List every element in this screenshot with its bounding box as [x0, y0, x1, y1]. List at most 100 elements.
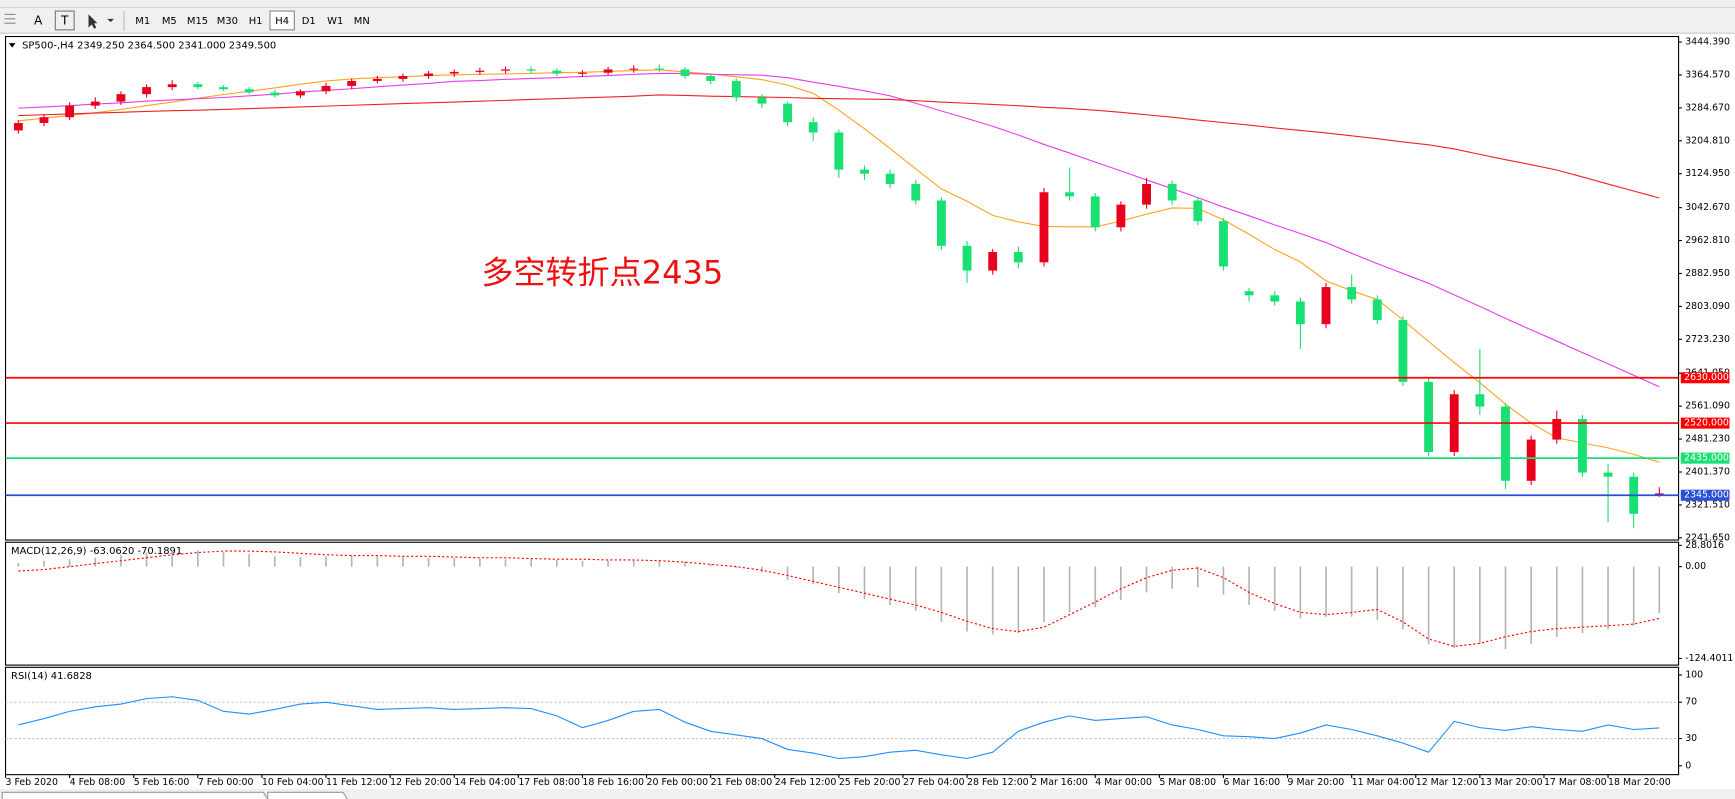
candle-body: [1090, 196, 1100, 228]
toolbar: A T M1 M5 M15 M30 H1 H4 D1 W1 MN: [0, 0, 1735, 34]
timeframe-button[interactable]: [183, 11, 212, 30]
timeframe-label: M1: [135, 16, 150, 27]
tool-label: T: [60, 14, 69, 28]
y-tick-label: 3444.390: [1685, 37, 1730, 48]
y-tick-label: 0.00: [1685, 561, 1706, 572]
y-tick-label: 2241.650: [1685, 532, 1730, 543]
candle-body: [295, 91, 305, 96]
candle-body: [526, 69, 536, 71]
y-tick-label: 30: [1685, 733, 1697, 744]
panel-title: SP500-,H4 2349.250 2364.500 2341.000 234…: [22, 40, 276, 51]
tool-button[interactable]: [28, 11, 48, 30]
panel-title: MACD(12,26,9) -63.0620 -70.1891: [11, 546, 182, 557]
y-tick-label: 28.8016: [1685, 540, 1724, 551]
y-tick-label: 2962.810: [1685, 235, 1730, 246]
level-label: 2345.000: [1684, 490, 1729, 501]
candle-body: [603, 69, 613, 73]
x-tick-label: 20 Feb 00:00: [647, 777, 709, 788]
candle-body: [347, 80, 357, 86]
candle-body: [1065, 192, 1075, 197]
timeframe-button[interactable]: [213, 11, 242, 30]
candle-body: [219, 87, 228, 90]
y-tick-label: 2401.370: [1685, 466, 1730, 477]
grip-icon: [4, 13, 16, 24]
candle-body: [936, 200, 946, 246]
x-tick-label: 14 Feb 04:00: [454, 777, 516, 788]
candle-body: [1116, 204, 1126, 228]
candle-body: [885, 173, 895, 185]
level-label: 2520.000: [1684, 418, 1729, 429]
candle-body: [193, 84, 203, 88]
candle-body: [1167, 184, 1177, 201]
toolbar-top-row: [0, 0, 1735, 8]
x-tick-label: 11 Mar 04:00: [1352, 777, 1415, 788]
candle-body: [1244, 291, 1254, 296]
main-panel-frame: [4, 35, 1680, 541]
candle-body: [1039, 192, 1049, 263]
timeframe-label: MN: [354, 16, 370, 27]
level-label-box: [1680, 489, 1730, 501]
cursor-icon[interactable]: [88, 14, 98, 29]
candle-body: [1526, 439, 1536, 481]
dropdown-arrow[interactable]: [107, 18, 114, 23]
tab-bar: [0, 789, 1735, 799]
candle-body: [1193, 200, 1203, 222]
timeframe-button[interactable]: [349, 11, 374, 30]
x-tick-label: 18 Mar 20:00: [1608, 777, 1671, 788]
x-tick-label: 12 Mar 12:00: [1416, 777, 1479, 788]
timeframe-label: M15: [187, 16, 208, 27]
timeframe-button[interactable]: [296, 11, 321, 30]
candle-body: [1654, 493, 1664, 495]
candle-body: [834, 132, 844, 170]
candle-body: [475, 70, 485, 72]
y-tick-label: 2723.230: [1685, 334, 1730, 345]
candle-body: [962, 245, 972, 271]
indicator-line: [18, 550, 1660, 647]
candle-body: [90, 101, 100, 106]
chart-menu-marker[interactable]: [8, 43, 16, 48]
x-tick-label: 12 Feb 20:00: [390, 777, 452, 788]
tool-label: A: [34, 14, 43, 28]
timeframe-label: H4: [275, 16, 289, 27]
level-label-box: [1680, 417, 1730, 429]
candle-body: [1603, 472, 1613, 477]
chart-tab[interactable]: [267, 791, 348, 799]
timeframe-label: M30: [217, 16, 238, 27]
x-tick-label: 17 Mar 08:00: [1544, 777, 1607, 788]
candle-body: [654, 68, 664, 70]
tool-button[interactable]: [54, 10, 75, 31]
level-label: 2435.000: [1684, 453, 1729, 464]
timeframe-button[interactable]: [243, 11, 268, 30]
candle-body: [783, 103, 792, 123]
candle-body: [552, 70, 562, 74]
candle-body: [1372, 299, 1382, 321]
y-tick-label: 2561.090: [1685, 401, 1730, 412]
x-tick-label: 5 Mar 08:00: [1159, 777, 1216, 788]
y-tick-label: 3042.670: [1685, 202, 1730, 213]
level-label-box: [1680, 452, 1730, 464]
y-tick-label: 3124.950: [1685, 168, 1730, 179]
timeframe-button[interactable]: [269, 10, 295, 31]
y-tick-label: 2882.950: [1685, 268, 1730, 279]
candle-body: [731, 80, 741, 98]
x-tick-label: 17 Feb 08:00: [518, 777, 580, 788]
y-tick-label: 100: [1685, 670, 1703, 681]
candle-body: [1577, 418, 1587, 473]
candle-body: [1321, 287, 1331, 325]
timeframe-button[interactable]: [323, 11, 348, 30]
candle-body: [1347, 287, 1357, 300]
panel-line: RSI(14) 41.6828 100 70 30 0 3 Feb 2020 4 Feb 0…: [4, 670, 1703, 788]
candle-body: [13, 123, 23, 131]
y-tick-label: 0: [1685, 760, 1691, 771]
x-tick-label: 4 Feb 08:00: [70, 777, 126, 788]
chart-tab[interactable]: [1, 791, 269, 799]
timeframe-button[interactable]: [157, 11, 182, 30]
candle-body: [1424, 381, 1434, 452]
candle-body: [449, 71, 459, 74]
y-tick-label: 3204.810: [1685, 135, 1730, 146]
candle-body: [398, 76, 408, 79]
timeframe-button[interactable]: [130, 11, 155, 30]
